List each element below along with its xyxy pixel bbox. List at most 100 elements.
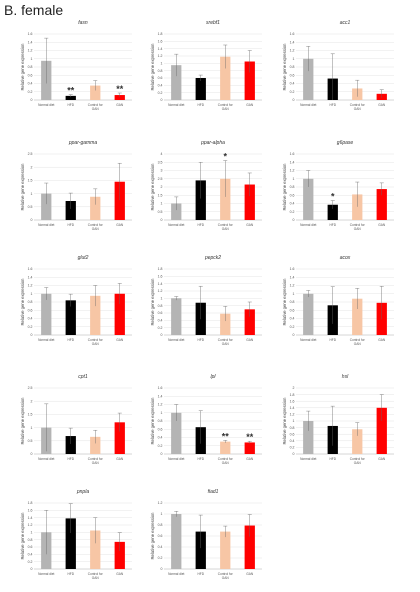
y-tick-label: 0.8 xyxy=(290,426,295,430)
x-category-label: GAN xyxy=(222,461,230,465)
x-category-label: Normal diet xyxy=(300,103,316,107)
y-tick-label: 1.4 xyxy=(28,40,33,44)
y-tick-label: 1 xyxy=(31,292,33,296)
y-tick-label: 0.6 xyxy=(28,545,33,549)
x-category-label: Control for xyxy=(218,457,234,461)
x-category-label: HFD xyxy=(197,457,204,461)
y-tick-label: 0 xyxy=(31,218,33,222)
chart-title: ppar-gamma xyxy=(68,140,97,146)
chart-title: fasn xyxy=(78,20,88,26)
y-tick-label: 0.4 xyxy=(290,82,295,86)
bar xyxy=(303,58,314,100)
x-category-label: HFD xyxy=(329,338,336,342)
x-category-label: GAN xyxy=(246,572,254,576)
y-axis-label: Relative gene expression xyxy=(282,278,287,326)
y-tick-label: 0.2 xyxy=(158,444,163,448)
bar xyxy=(376,407,387,454)
chart-g6pase: g6pase Relative gene expression 0 0.2 0.4 0.6… xyxy=(282,140,394,231)
x-category-label: Control for xyxy=(350,338,366,342)
y-axis-label: Relative gene expression xyxy=(150,512,155,560)
y-axis-label: Relative gene expression xyxy=(282,163,287,211)
y-tick-label: 0 xyxy=(293,98,295,102)
y-tick-label: 0.6 xyxy=(158,311,163,315)
y-tick-label: 0.8 xyxy=(28,65,33,69)
y-tick-label: 1.4 xyxy=(28,516,33,520)
y-tick-label: 2 xyxy=(161,185,163,189)
y-tick-label: 1 xyxy=(31,57,33,61)
bar xyxy=(244,525,255,569)
y-tick-label: 1.8 xyxy=(158,267,163,271)
y-axis-label: Relative gene expression xyxy=(150,397,155,445)
chart-srebf1: srebf1 Relative gene expression 0 0.2 0.4 0.6… xyxy=(150,20,262,111)
chart-title: acc1 xyxy=(340,20,351,26)
chart-fasn: fasn Relative gene expression 0 0.2 0.4 0.6 0.… xyxy=(20,20,132,111)
y-tick-label: 1 xyxy=(293,419,295,423)
bar xyxy=(244,309,255,335)
x-category-label: Control for xyxy=(88,457,104,461)
bar xyxy=(114,422,125,454)
y-tick-label: 1.6 xyxy=(290,152,295,156)
bar xyxy=(352,298,363,335)
y-tick-label: 1.6 xyxy=(290,267,295,271)
bar xyxy=(90,436,101,454)
y-tick-label: 1.5 xyxy=(28,179,33,183)
x-category-label: GAN xyxy=(246,457,254,461)
chart-title: g6pase xyxy=(337,140,354,146)
x-category-label: GAN xyxy=(92,461,100,465)
y-tick-label: 1 xyxy=(161,512,163,516)
y-tick-label: 1 xyxy=(293,292,295,296)
chart-glut2: glut2 Relative gene expression 0 0.2 0.4 0.6 0… xyxy=(20,255,132,346)
y-tick-label: 3.5 xyxy=(158,160,163,164)
y-tick-label: 1 xyxy=(161,62,163,66)
y-tick-label: 0.4 xyxy=(28,553,33,557)
x-category-label: GAN xyxy=(246,338,254,342)
y-tick-label: 1.5 xyxy=(28,413,33,417)
charts-grid: fasn Relative gene expression 0 0.2 0.4 0.6 0.… xyxy=(20,20,394,580)
x-category-label: GAN xyxy=(116,457,124,461)
y-tick-label: 1.4 xyxy=(158,47,163,51)
chart-title: lpl xyxy=(210,374,216,380)
y-tick-label: 0.6 xyxy=(28,73,33,77)
chart-acox: acox Relative gene expression 0 0.2 0.4 0.6 0.… xyxy=(282,255,394,346)
x-category-label: GAN xyxy=(378,103,386,107)
y-tick-label: 1.2 xyxy=(290,284,295,288)
y-tick-label: 2 xyxy=(293,386,295,390)
y-tick-label: 1.6 xyxy=(290,32,295,36)
x-category-label: Normal diet xyxy=(300,338,316,342)
y-tick-label: 1 xyxy=(31,531,33,535)
y-tick-label: 0.4 xyxy=(158,84,163,88)
y-tick-label: 0.8 xyxy=(158,419,163,423)
x-category-label: Normal diet xyxy=(168,572,184,576)
significance-marker: * xyxy=(223,152,227,162)
bar xyxy=(65,436,76,454)
y-tick-label: 2 xyxy=(31,165,33,169)
y-tick-label: 0.5 xyxy=(28,205,33,209)
x-category-label: GAN xyxy=(378,457,386,461)
x-category-label: Normal diet xyxy=(168,223,184,227)
y-tick-label: 0.8 xyxy=(28,300,33,304)
bar xyxy=(114,95,125,100)
y-tick-label: 0 xyxy=(161,98,163,102)
x-category-label: HFD xyxy=(197,223,204,227)
y-tick-label: 1.4 xyxy=(28,275,33,279)
bar xyxy=(171,298,182,335)
bar xyxy=(352,194,363,220)
y-tick-label: 0.2 xyxy=(28,90,33,94)
y-tick-label: 0 xyxy=(31,452,33,456)
y-tick-label: 1.2 xyxy=(28,284,33,288)
y-axis-label: Relative gene expression xyxy=(20,397,25,445)
x-category-label: GAN xyxy=(354,227,362,231)
y-tick-label: 0.8 xyxy=(28,538,33,542)
x-category-label: HFD xyxy=(329,457,336,461)
y-tick-label: 2.5 xyxy=(28,386,33,390)
bar xyxy=(220,178,231,220)
y-tick-label: 1 xyxy=(31,426,33,430)
x-category-label: Control for xyxy=(218,338,234,342)
panel-title: B. female xyxy=(4,2,64,18)
y-tick-label: 1.6 xyxy=(158,275,163,279)
x-category-label: GAN xyxy=(116,103,124,107)
x-category-label: Normal diet xyxy=(38,103,54,107)
x-category-label: Normal diet xyxy=(300,457,316,461)
bar xyxy=(220,441,231,454)
y-tick-label: 0.6 xyxy=(290,308,295,312)
